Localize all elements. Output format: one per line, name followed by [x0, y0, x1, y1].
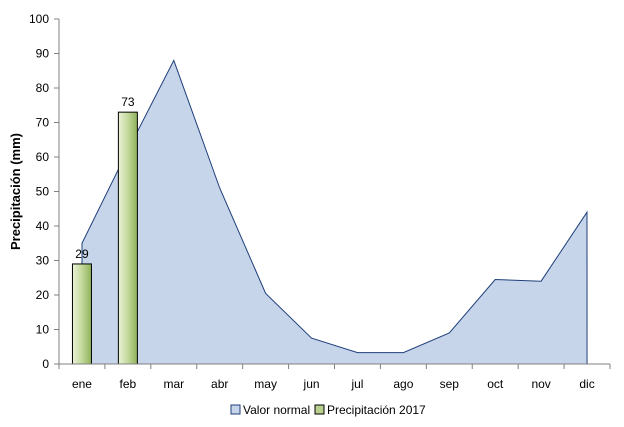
- x-tick-label: jun: [303, 377, 320, 391]
- legend: Valor normal Precipitación 2017: [230, 403, 426, 417]
- x-tick-label: abr: [211, 377, 228, 391]
- y-axis-title: Precipitación (mm): [8, 133, 23, 250]
- y-tick-label: 90: [36, 47, 50, 61]
- bar-ene: [71, 263, 92, 365]
- bar-layer: 29 73: [71, 95, 138, 365]
- y-tick-label: 60: [36, 150, 50, 164]
- x-tick-label: dic: [579, 377, 594, 391]
- y-tick-label: 10: [36, 323, 50, 337]
- data-label-ene: 29: [75, 247, 89, 261]
- x-tick-label: feb: [120, 377, 137, 391]
- x-tick-label: ene: [72, 377, 92, 391]
- legend-label-valor-normal: Valor normal: [243, 403, 310, 417]
- data-label-feb: 73: [121, 95, 135, 109]
- x-tick-label: ago: [393, 377, 413, 391]
- y-axis-label: Precipitación (mm): [8, 133, 23, 250]
- y-tick-label: 0: [42, 357, 49, 371]
- x-tick-label: jul: [350, 377, 363, 391]
- y-tick-label: 50: [36, 185, 50, 199]
- x-tick-label: sep: [440, 377, 460, 391]
- x-tick-label: may: [254, 377, 277, 391]
- x-tick-label: oct: [487, 377, 504, 391]
- y-tick-label: 80: [36, 81, 50, 95]
- x-tick-label: mar: [163, 377, 184, 391]
- axes-layer: 0 10 20 30 40 50 60 70 80 90 100 ene feb mar abr may jun…: [29, 12, 611, 391]
- area-fill-valor-normal: [81, 60, 588, 365]
- legend-swatch-precipitacion-2017: [314, 404, 325, 415]
- y-tick-label: 30: [36, 254, 50, 268]
- area-layer: [81, 59, 588, 365]
- bar-feb: [117, 111, 138, 365]
- legend-swatch-valor-normal: [230, 404, 241, 415]
- legend-label-precipitacion-2017: Precipitación 2017: [327, 403, 426, 417]
- y-tick-label: 100: [29, 12, 49, 26]
- y-tick-label: 40: [36, 219, 50, 233]
- x-tick-label: nov: [531, 377, 550, 391]
- y-tick-label: 70: [36, 116, 50, 130]
- y-tick-label: 20: [36, 288, 50, 302]
